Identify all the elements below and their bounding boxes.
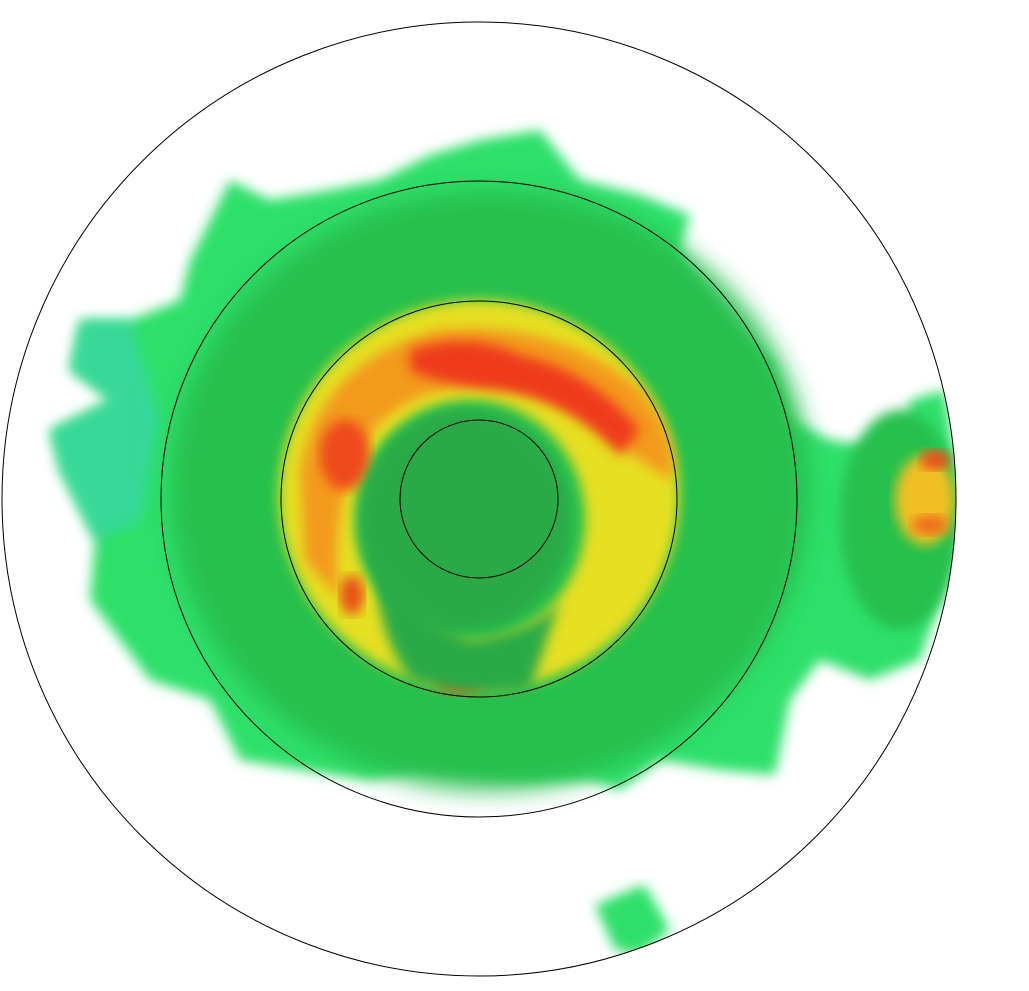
range-ring xyxy=(1,21,957,977)
right-cells xyxy=(920,450,950,470)
range-rings xyxy=(1,21,957,977)
red-core xyxy=(320,420,370,490)
red-core xyxy=(410,341,640,455)
edge-echo xyxy=(50,320,160,540)
range-ring xyxy=(280,300,678,698)
red-core xyxy=(340,575,364,615)
bottom-echo xyxy=(595,885,670,955)
right-cells xyxy=(912,515,948,535)
inner-echo xyxy=(378,560,560,694)
range-ring xyxy=(399,419,559,579)
range-ring xyxy=(160,180,798,818)
echoes xyxy=(50,130,956,955)
inner-echo xyxy=(360,410,570,630)
